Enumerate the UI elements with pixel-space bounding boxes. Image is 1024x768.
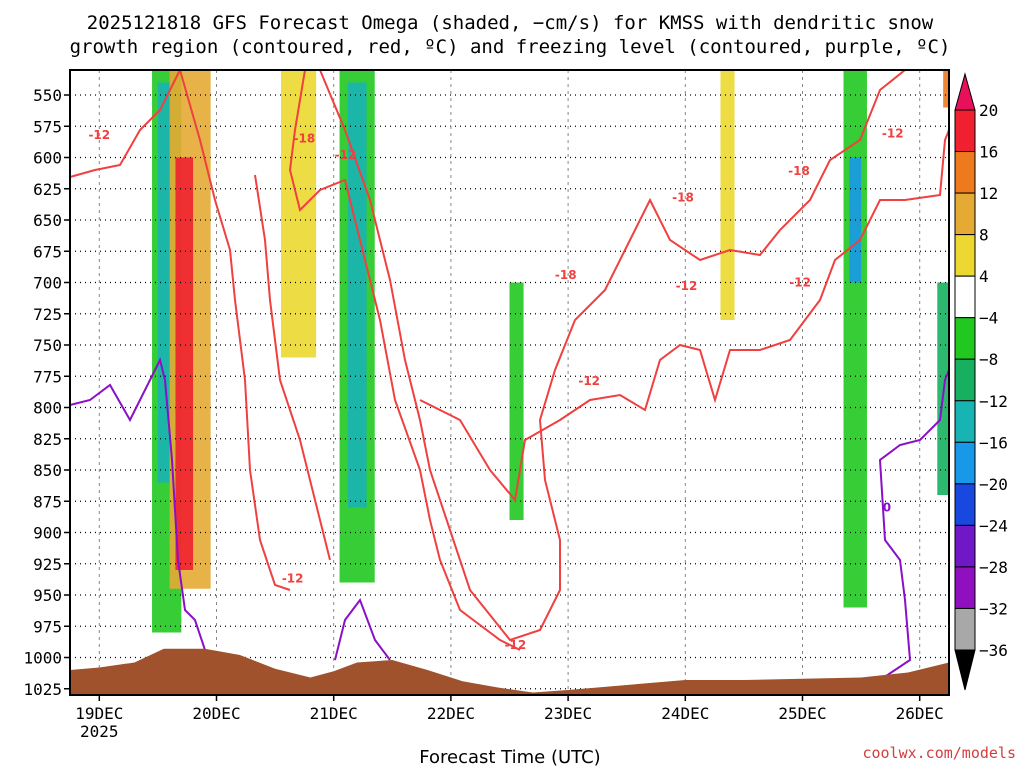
colorbar-label: −32	[979, 599, 1008, 618]
colorbar-bin	[954, 234, 976, 277]
contour-label: -12	[282, 572, 304, 586]
y-tick-label: 600	[33, 149, 62, 168]
omega-shade-cell	[843, 70, 867, 608]
y-tick-label: 625	[33, 180, 62, 199]
y-tick-label: 1025	[23, 680, 62, 699]
contour-minus12-right	[419, 129, 950, 503]
colorbar-label: −16	[979, 433, 1008, 452]
y-tick-label: 750	[33, 336, 62, 355]
omega-shade-cell	[280, 70, 317, 358]
source-credit: coolwx.com/models	[862, 744, 1016, 762]
contour-minus18-left	[254, 69, 521, 651]
y-tick-label: 925	[33, 555, 62, 574]
colorbar-bin	[954, 483, 976, 526]
colorbar-label: −20	[979, 475, 1008, 494]
colorbar-label: −8	[979, 350, 998, 369]
omega-shade-cell	[175, 157, 194, 570]
y-axis-pressure: 550 575 600 625 650 675 700 725 750 775 800 825 850 8…	[23, 86, 70, 699]
y-tick-label: 650	[33, 211, 62, 230]
y-tick-label: 800	[33, 399, 62, 418]
colorbar-bin	[954, 441, 976, 485]
omega-shade-cell	[347, 82, 367, 508]
x-axis-time: 19DEC 20DEC 21DEC 22DEC 23DEC 24DEC 25DEC 26DEC	[75, 695, 944, 723]
colorbar-bin	[954, 358, 976, 402]
y-tick-label: 775	[33, 367, 62, 386]
y-tick-label: 675	[33, 242, 62, 261]
colorbar-bin	[954, 566, 976, 609]
x-tick-label: 22DEC	[427, 704, 475, 723]
contour-label: -18	[555, 268, 577, 282]
colorbar-label: −36	[979, 641, 1008, 660]
x-axis-label: Forecast Time (UTC)	[419, 747, 600, 768]
colorbar-label: −4	[979, 309, 998, 328]
chart-title-line1: 2025121818 GFS Forecast Omega (shaded, −…	[87, 12, 934, 34]
colorbar-bin	[954, 317, 976, 360]
x-tick-label: 20DEC	[192, 704, 240, 723]
y-tick-label: 975	[33, 617, 62, 636]
contour-label: -12	[335, 148, 357, 162]
y-tick-label: 700	[33, 274, 62, 293]
y-tick-label: 1000	[23, 649, 62, 668]
grid-lines	[70, 70, 949, 695]
y-tick-label: 575	[33, 117, 62, 136]
colorbar-label: 20	[979, 101, 998, 120]
x-tick-label: 24DEC	[661, 704, 709, 723]
contour-minus12-center	[319, 69, 906, 642]
colorbar-bin	[954, 524, 976, 568]
x-tick-label: 25DEC	[778, 704, 826, 723]
colorbar-bin	[954, 109, 976, 153]
y-tick-label: 825	[33, 430, 62, 449]
terrain-surface	[70, 648, 949, 695]
colorbar-bottom-arrow	[954, 649, 976, 691]
omega-shade-cell	[720, 70, 735, 320]
chart-title-line2: growth region (contoured, red, ºC) and f…	[70, 36, 951, 58]
x-tick-label: 26DEC	[896, 704, 944, 723]
x-year-label: 2025	[80, 722, 119, 741]
y-tick-label: 550	[33, 86, 62, 105]
colorbar-label: 8	[979, 226, 989, 245]
contour-lines	[69, 69, 950, 681]
contour-label: -12	[789, 275, 811, 289]
colorbar-label: 12	[979, 184, 998, 203]
contour-label: -12	[882, 127, 904, 141]
freezing-level-contour	[69, 357, 950, 681]
contour-label: 0	[883, 500, 891, 514]
colorbar-bin	[954, 400, 976, 443]
y-tick-label: 950	[33, 586, 62, 605]
colorbar-label: −24	[979, 516, 1008, 535]
contour-label: -18	[294, 132, 316, 146]
contour-label: -12	[505, 638, 527, 652]
plot-frame	[69, 69, 950, 696]
y-tick-label: 875	[33, 492, 62, 511]
colorbar-bin	[954, 607, 976, 651]
colorbar-bin	[954, 151, 976, 194]
contour-labels: -12 -18 -12 -12 -18 -12 -18 -12 -18 -12 -12 -12 0	[88, 127, 903, 652]
y-tick-label: 850	[33, 461, 62, 480]
colorbar-top-arrow	[954, 72, 976, 111]
colorbar-bin	[954, 275, 976, 319]
contour-label: -12	[578, 374, 600, 388]
colorbar-label: −12	[979, 392, 1008, 411]
colorbar-label: 16	[979, 143, 998, 162]
contour-label: -18	[788, 164, 810, 178]
omega-shading-layer	[152, 70, 949, 633]
y-tick-label: 725	[33, 305, 62, 324]
colorbar-label: 4	[979, 267, 989, 286]
omega-shade-cell	[157, 82, 172, 483]
colorbar: 20 16 12 8 4 −4 −8 −12 −16 −20 −24 −28 −32 −36	[954, 72, 1008, 691]
omega-shade-cell	[943, 70, 949, 108]
colorbar-label: −28	[979, 558, 1008, 577]
x-tick-label: 23DEC	[544, 704, 592, 723]
omega-shade-cell	[509, 282, 524, 520]
y-tick-label: 900	[33, 524, 62, 543]
plot-area: -12 -18 -12 -12 -18 -12 -18 -12 -18 -12 -12 -12 0	[69, 69, 950, 696]
contour-label: -12	[88, 128, 110, 142]
contour-minus12-left	[69, 69, 291, 591]
x-tick-label: 19DEC	[75, 704, 123, 723]
contour-label: -12	[676, 279, 698, 293]
colorbar-bin	[954, 192, 976, 236]
contour-label: -18	[672, 190, 694, 204]
x-tick-label: 21DEC	[310, 704, 358, 723]
